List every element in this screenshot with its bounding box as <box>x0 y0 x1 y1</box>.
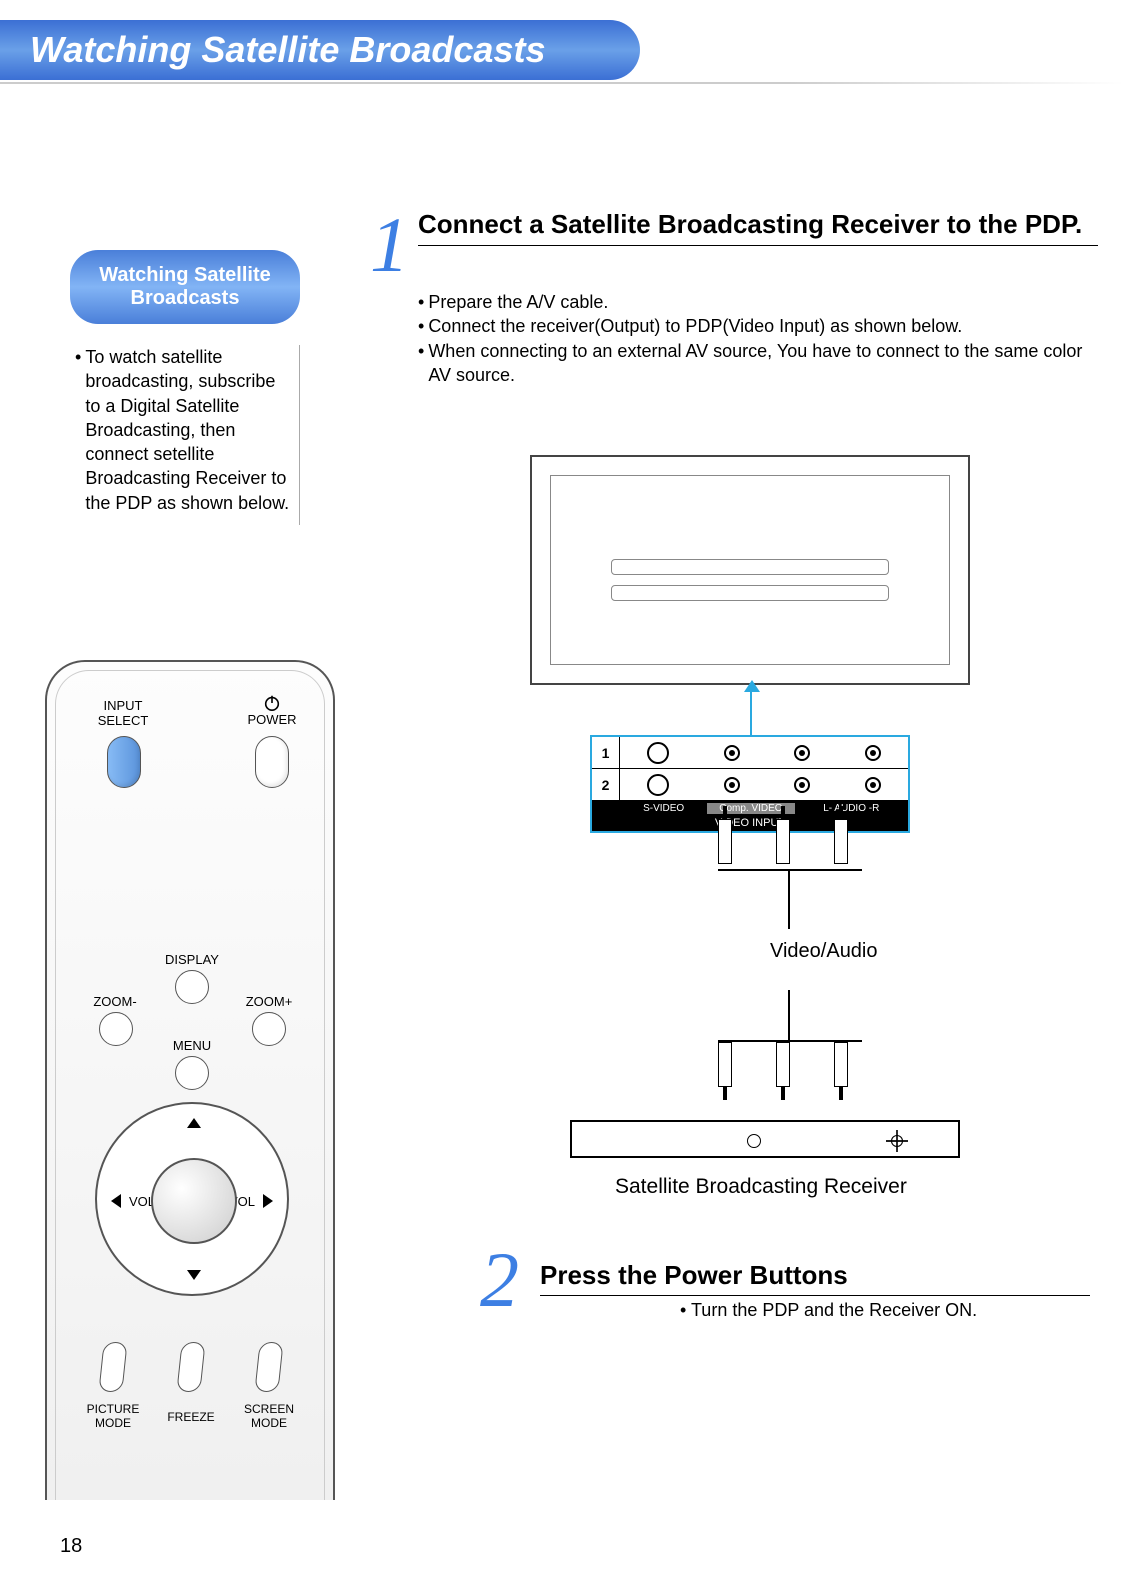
power-button[interactable] <box>255 736 289 788</box>
display-label: DISPLAY <box>152 952 232 967</box>
audio-l-jack-2 <box>794 777 810 793</box>
step1-bullet-3: When connecting to an external AV source… <box>428 339 1098 388</box>
display-button[interactable] <box>175 970 209 1004</box>
cable-bottom <box>700 990 880 1100</box>
nav-down-icon <box>187 1270 201 1280</box>
sidebar-note: •To watch satellite broadcasting, subscr… <box>75 345 300 525</box>
zoom-plus-label: ZOOM+ <box>229 994 309 1009</box>
receiver-label: Satellite Broadcasting Receiver <box>615 1175 907 1199</box>
step-2-number: 2 <box>480 1235 519 1325</box>
sidebar-pill: Watching Satellite Broadcasts <box>70 250 300 324</box>
page-title: Watching Satellite Broadcasts <box>30 29 545 71</box>
zoom-minus-button[interactable] <box>99 1012 133 1046</box>
power-icon <box>263 694 281 712</box>
freeze-label: FREEZE <box>151 1410 231 1424</box>
sidebar-pill-line2: Broadcasts <box>70 287 300 310</box>
step-1-number: 1 <box>370 200 409 290</box>
step1-bullet-2: Connect the receiver(Output) to PDP(Vide… <box>428 314 962 338</box>
connection-arrow-head <box>744 680 760 692</box>
picture-mode-label: PICTURE MODE <box>73 1402 153 1430</box>
label-audio: L- AUDIO -R <box>795 803 908 814</box>
comp-video-jack-1 <box>724 745 740 761</box>
svideo-jack-2 <box>647 774 669 796</box>
comp-video-jack-2 <box>724 777 740 793</box>
input-select-button[interactable] <box>107 736 141 788</box>
step1-bullet-1: Prepare the A/V cable. <box>428 290 608 314</box>
nav-up-icon <box>187 1118 201 1128</box>
video-row-2: 2 <box>592 769 620 800</box>
page-title-bar: Watching Satellite Broadcasts <box>0 20 640 80</box>
step-1-title: Connect a Satellite Broadcasting Receive… <box>418 208 1098 246</box>
screen-mode-button[interactable] <box>254 1342 283 1392</box>
zoom-minus-label: ZOOM- <box>75 994 155 1009</box>
freeze-button[interactable] <box>176 1342 205 1392</box>
sidebar-note-text: To watch satellite broadcasting, subscri… <box>85 345 291 515</box>
sidebar-pill-line1: Watching Satellite <box>70 264 300 287</box>
audio-l-jack-1 <box>794 745 810 761</box>
power-label: POWER <box>232 712 312 727</box>
zoom-plus-button[interactable] <box>252 1012 286 1046</box>
video-row-1: 1 <box>592 737 620 768</box>
pdp-back-diagram <box>530 455 970 685</box>
page-number: 18 <box>60 1535 82 1558</box>
label-svideo: S-VIDEO <box>620 803 707 814</box>
audio-r-jack-1 <box>865 745 881 761</box>
remote-control: INPUT SELECT POWER DISPLAY ZOOM- ZOOM+ M… <box>45 660 335 1500</box>
menu-button[interactable] <box>175 1056 209 1090</box>
nav-left-icon <box>111 1194 121 1208</box>
menu-label: MENU <box>152 1038 232 1053</box>
step-2-title: Press the Power Buttons <box>540 1260 1090 1296</box>
screen-mode-label: SCREEN MODE <box>229 1402 309 1430</box>
picture-mode-button[interactable] <box>98 1342 127 1392</box>
nav-ring[interactable]: VOL VOL <box>95 1102 289 1296</box>
input-select-label: INPUT SELECT <box>83 698 163 728</box>
nav-right-icon <box>263 1194 273 1208</box>
video-audio-label: Video/Audio <box>770 940 878 963</box>
connection-arrow <box>750 685 752 740</box>
nav-center-button[interactable] <box>151 1158 237 1244</box>
receiver-box <box>570 1120 960 1158</box>
svideo-jack-1 <box>647 742 669 764</box>
step-1-bullets: •Prepare the A/V cable. •Connect the rec… <box>418 290 1098 387</box>
title-underline <box>0 82 1124 84</box>
cable-top <box>700 819 880 929</box>
audio-r-jack-2 <box>865 777 881 793</box>
step-2-bullet: • Turn the PDP and the Receiver ON. <box>680 1300 977 1321</box>
